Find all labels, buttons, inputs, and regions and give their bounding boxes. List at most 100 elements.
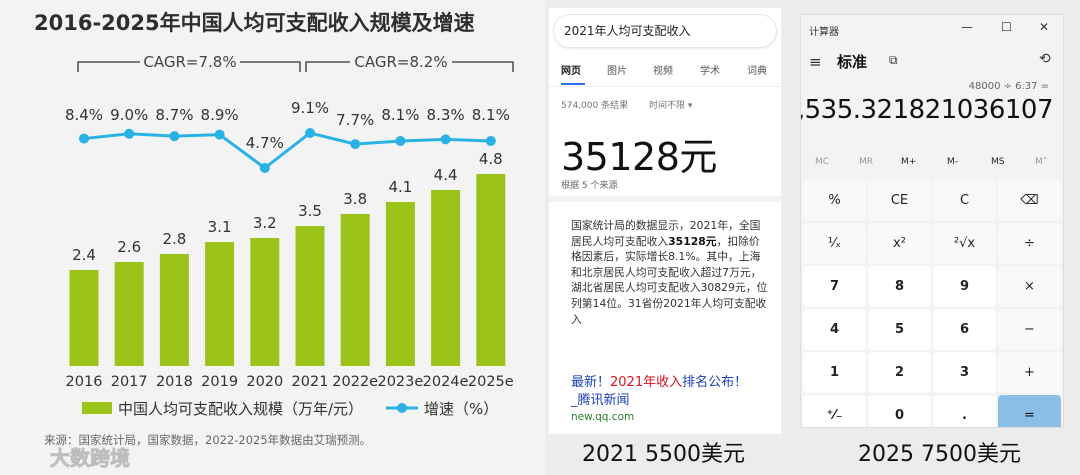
x-tick-labels: 2016 2017 2018 2019 2020 2021 2022e 2023e 2024e 2…: [66, 374, 514, 390]
chevron-down-icon: ▾: [687, 101, 693, 111]
x-tick-label: 2023e: [377, 374, 423, 390]
tab-images[interactable]: 图片: [607, 66, 627, 77]
sqrt-button[interactable]: ²√x: [933, 223, 996, 264]
five-button[interactable]: 5: [868, 309, 931, 350]
growth-point-2016: [79, 133, 89, 144]
cagr-label-1: CAGR=7.8%: [143, 53, 236, 71]
time-filter-dropdown[interactable]: 时间不限 ▾: [649, 98, 692, 111]
bar-2022e: [340, 214, 370, 366]
bar-2020: [250, 238, 280, 366]
bar-2024e: [431, 190, 461, 366]
x-tick-label: 2016: [66, 374, 103, 390]
clear-button[interactable]: C: [933, 180, 996, 221]
divide-button[interactable]: ÷: [998, 223, 1061, 264]
income-chart: 2016-2025年中国人均可支配收入规模及增速 CAGR=7.8% CAGR=…: [34, 11, 514, 470]
eight-button[interactable]: 8: [868, 266, 931, 307]
growth-value-label: 8.3%: [427, 106, 465, 124]
bar-2025e: [476, 174, 506, 366]
minimize-icon[interactable]: —: [961, 20, 973, 34]
growth-point-2017: [124, 128, 135, 139]
result-count: 574,000 条结果: [561, 101, 629, 111]
chart-title: 2016-2025年中国人均可支配收入规模及增速: [34, 11, 475, 35]
news-link-part-2: 排名公布！: [682, 375, 748, 390]
answer-value: 35128元: [561, 135, 717, 179]
memory-store-button[interactable]: MS: [991, 157, 1005, 167]
seven-button[interactable]: 7: [803, 266, 866, 307]
x-tick-label: 2024e: [423, 374, 469, 390]
clear-entry-button[interactable]: CE: [868, 180, 931, 221]
x-tick-label: 2021: [292, 374, 329, 390]
news-link-part-1: 最新！: [571, 375, 611, 390]
x-tick-label: 2020: [246, 374, 283, 390]
result-snippet: 国家统计局的数据显示，2021年，全国居民人均可支配收入35128元，扣除价格因…: [571, 218, 769, 327]
x-tick-label: 2022e: [332, 374, 378, 390]
tab-dictionary[interactable]: 词典: [747, 66, 767, 77]
negate-button[interactable]: ⁺⁄₋: [803, 395, 866, 427]
answer-source[interactable]: 根据 5 个来源: [561, 181, 618, 191]
cagr-label-bg-1: [140, 52, 240, 70]
time-filter-label: 时间不限: [649, 101, 686, 111]
zero-button[interactable]: 0: [868, 395, 931, 427]
bar-value-label: 2.8: [162, 230, 186, 248]
one-button[interactable]: 1: [803, 352, 866, 393]
bar-value-label: 3.8: [343, 190, 367, 208]
growth-point-2024e: [440, 134, 451, 145]
cagr-label-2: CAGR=8.2%: [354, 53, 447, 71]
multiply-button[interactable]: ×: [998, 266, 1061, 307]
tab-videos[interactable]: 视频: [653, 66, 673, 77]
growth-value-label: 8.7%: [155, 106, 193, 124]
bar-value-label: 3.5: [298, 202, 322, 220]
x-tick-label: 2018: [156, 374, 193, 390]
bar-2016: [69, 270, 99, 366]
snippet-text-1: 国家统计局的数据显示，2021年，全国居民人均可支配收入: [571, 219, 761, 248]
growth-point-2022e: [350, 139, 361, 150]
divider: [549, 196, 781, 202]
growth-value-label: 4.7%: [246, 134, 284, 152]
legend-bar-label: 中国人均可支配收入规模（万年/元）: [118, 400, 363, 418]
bar-value-label: 4.8: [479, 150, 503, 168]
calculator-window: 计算器 — ☐ ✕ ≡ 标准 ⧉ ⟲ 48000 ÷ 6.37 = 7,535.…: [800, 14, 1064, 428]
calc-display: 7,535.321821036107: [800, 95, 1054, 125]
close-icon[interactable]: ✕: [1039, 20, 1050, 34]
growth-line-group: 8.4% 9.0% 8.7% 8.9% 4.7% 9.1% 7.7% 8.1% 8.3% 8.1%: [65, 99, 510, 173]
menu-icon[interactable]: ≡: [809, 53, 822, 71]
tab-academic[interactable]: 学术: [700, 66, 720, 77]
two-button[interactable]: 2: [868, 352, 931, 393]
tab-web[interactable]: 网页: [561, 66, 581, 77]
keep-on-top-icon[interactable]: ⧉: [889, 53, 898, 67]
three-button[interactable]: 3: [933, 352, 996, 393]
growth-value-label: 8.1%: [381, 106, 419, 124]
memory-recall-button[interactable]: MR: [859, 157, 874, 167]
search-input[interactable]: 2021年人均可支配收入: [553, 14, 777, 48]
equals-button[interactable]: =: [998, 395, 1061, 427]
decimal-button[interactable]: .: [933, 395, 996, 427]
nine-button[interactable]: 9: [933, 266, 996, 307]
bar-2023e: [385, 202, 415, 366]
six-button[interactable]: 6: [933, 309, 996, 350]
maximize-icon[interactable]: ☐: [1001, 20, 1012, 34]
four-button[interactable]: 4: [803, 309, 866, 350]
growth-point-2021: [305, 128, 315, 138]
reciprocal-button[interactable]: ¹⁄ₓ: [803, 223, 866, 264]
legend-bar-swatch: [82, 402, 112, 414]
percent-button[interactable]: %: [803, 180, 866, 221]
growth-value-label: 7.7%: [336, 111, 374, 129]
window-title: 计算器: [809, 27, 839, 38]
memory-list-button[interactable]: M˅: [1035, 157, 1048, 167]
bar-2019: [205, 242, 235, 366]
history-icon[interactable]: ⟲: [1039, 51, 1051, 67]
snippet-bold: 35128元: [668, 234, 717, 248]
subtract-button[interactable]: −: [998, 309, 1061, 350]
bar-value-label: 3.2: [253, 214, 277, 232]
news-link[interactable]: 最新！2021年收入排名公布！ _腾讯新闻: [571, 374, 771, 410]
add-button[interactable]: +: [998, 352, 1061, 393]
bar-value-label: 4.1: [388, 178, 412, 196]
chart-source: 来源：国家统计局，国家数据，2022-2025年数据由艾瑞预测。: [44, 433, 371, 447]
memory-subtract-button[interactable]: M-: [947, 157, 959, 167]
bar-value-label: 4.4: [434, 166, 458, 184]
backspace-button[interactable]: ⌫: [998, 180, 1061, 221]
memory-clear-button[interactable]: MC: [815, 157, 830, 167]
memory-add-button[interactable]: M+: [901, 157, 917, 167]
square-button[interactable]: x²: [868, 223, 931, 264]
bar-value-label: 3.1: [208, 218, 232, 236]
